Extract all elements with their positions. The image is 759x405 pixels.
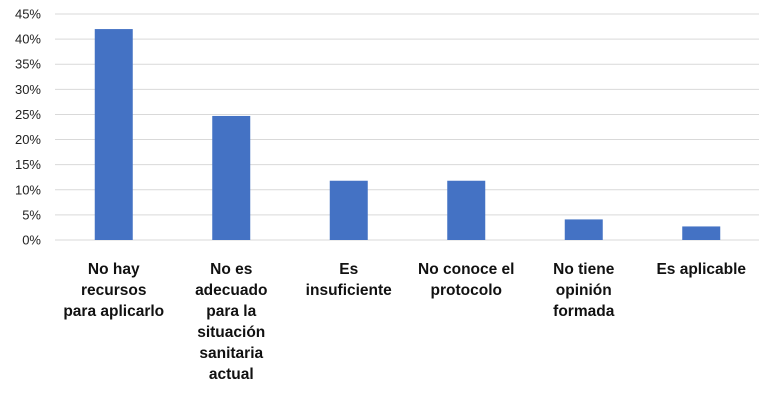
x-category-label: No conoce el protocolo <box>418 261 514 299</box>
y-tick-label: 25% <box>15 107 41 122</box>
x-category-label: No es adecuado para la situación sanitaria ac… <box>195 261 267 383</box>
y-tick-label: 0% <box>22 233 41 248</box>
y-tick-label: 40% <box>15 32 41 47</box>
y-tick-label: 35% <box>15 57 41 72</box>
y-tick-label: 45% <box>15 7 41 22</box>
y-tick-label: 10% <box>15 182 41 197</box>
bar <box>564 219 603 240</box>
y-axis-ticks: 0% 5% 10% 15% 20% 25% 30% 35% 40% 45% <box>15 7 41 248</box>
y-tick-label: 20% <box>15 132 41 147</box>
bar <box>212 115 251 240</box>
bar <box>329 180 368 240</box>
bar <box>94 29 133 240</box>
y-tick-label: 5% <box>22 207 41 222</box>
x-category-label: No hay recursos para aplicarlo <box>63 261 164 320</box>
bars <box>94 29 721 240</box>
y-tick-label: 15% <box>15 157 41 172</box>
x-category-label: No tiene opinión formada <box>553 261 615 320</box>
x-axis-labels: No hay recursos para aplicarlo No es adecuad… <box>63 261 746 383</box>
x-category-label: Es insuficiente <box>306 261 393 299</box>
gridlines <box>55 13 759 241</box>
x-category-label: Es aplicable <box>656 261 746 278</box>
bar <box>682 226 721 240</box>
y-tick-label: 30% <box>15 82 41 97</box>
bar <box>447 180 486 240</box>
